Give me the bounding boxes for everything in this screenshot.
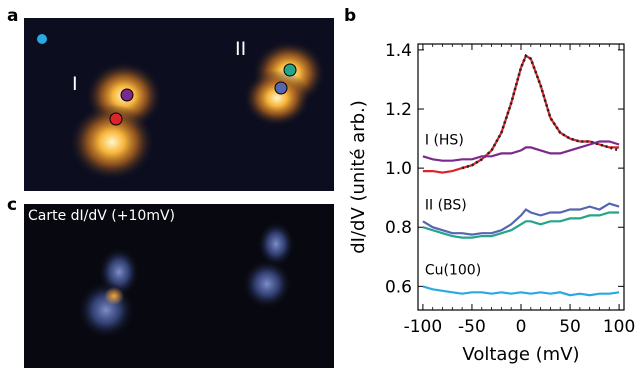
marker-II-bottom <box>274 81 288 95</box>
panel-a-label: a <box>7 6 19 26</box>
series-line-4 <box>422 211 620 239</box>
y-tick-label: 1.2 <box>385 100 412 120</box>
series-annotation: Cu(100) <box>425 263 481 279</box>
y-tick-label: 1.0 <box>385 159 412 179</box>
y-tick-label: 0.8 <box>385 218 412 238</box>
marker-II-top <box>283 63 297 77</box>
series-line-1 <box>461 53 620 170</box>
series-annotation: I (HS) <box>425 132 464 148</box>
y-tick-label: 1.4 <box>385 41 412 61</box>
molecule-label-I: I <box>72 73 78 95</box>
marker-I-bottom <box>109 112 123 126</box>
x-tick-label: 50 <box>559 317 581 337</box>
x-tick-label: -100 <box>404 317 443 337</box>
series-line-2 <box>422 140 620 162</box>
x-tick-label: 100 <box>603 317 635 337</box>
panel-b-label: b <box>344 6 357 26</box>
topography-image: I II <box>24 18 334 191</box>
x-tick-label: 0 <box>516 317 527 337</box>
x-tick-label: -50 <box>458 317 486 337</box>
y-axis-label: dI/dV (unité arb.) <box>348 100 369 254</box>
map-title: Carte dI/dV (+10mV) <box>28 208 175 224</box>
didv-map-image: Carte dI/dV (+10mV) <box>24 204 334 368</box>
molecule-label-II: II <box>235 38 246 60</box>
x-axis-label: Voltage (mV) <box>462 344 579 365</box>
corner-marker <box>37 34 47 44</box>
spectra-chart: -100 -50 0 50 100 0.6 0.8 1.0 1.2 1.4 I (HS) II (B… <box>348 41 635 365</box>
series-annotation: II (BS) <box>425 198 467 214</box>
marker-I-top <box>120 88 134 102</box>
series-line-3 <box>422 202 620 236</box>
series-line-5 <box>422 285 620 297</box>
series-line-0 <box>422 54 620 174</box>
y-tick-label: 0.6 <box>385 277 412 297</box>
panel-c-label: c <box>7 195 18 215</box>
